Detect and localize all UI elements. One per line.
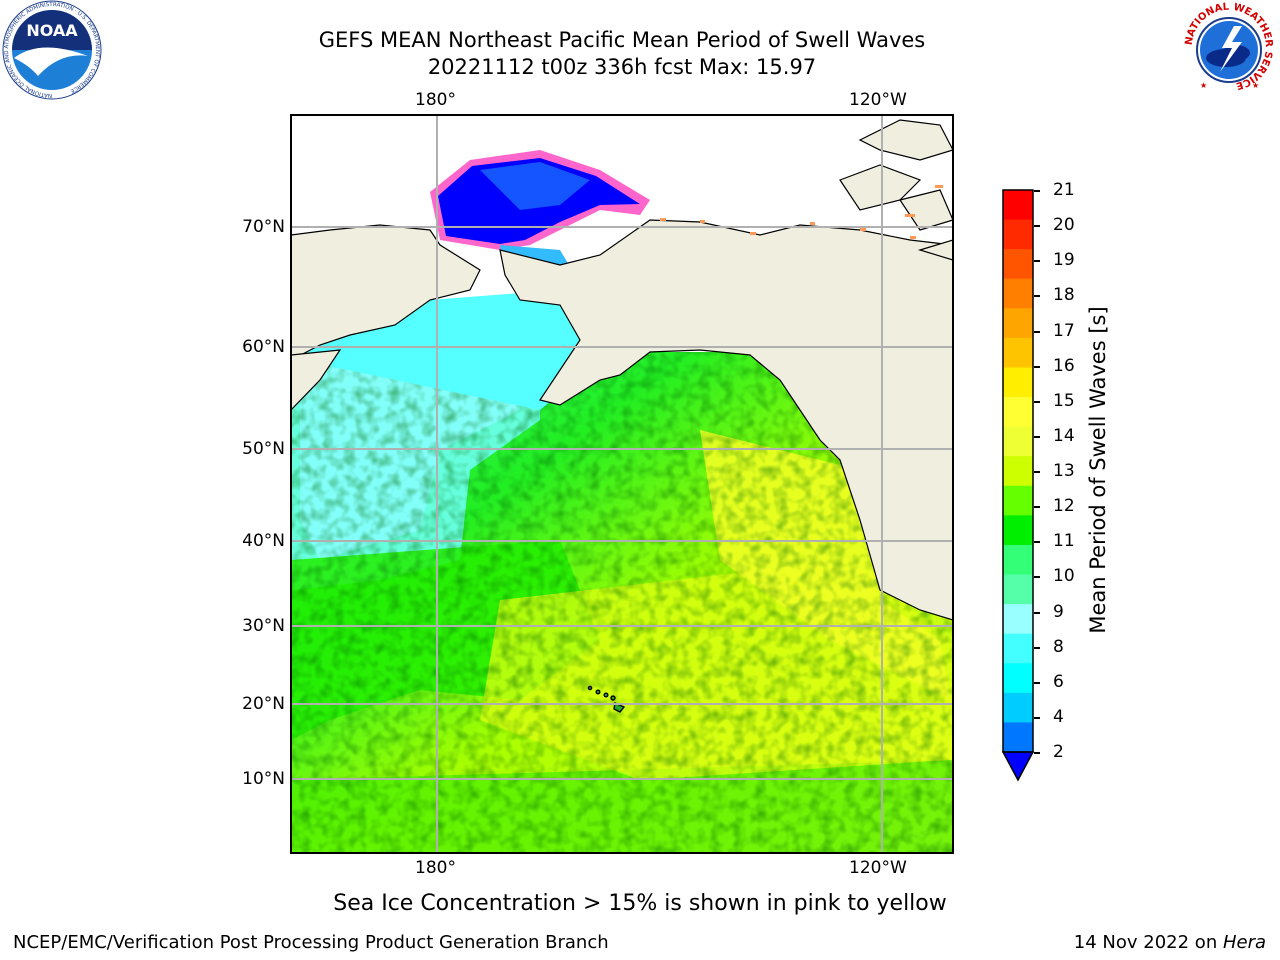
colorbar-tick [1034,752,1040,754]
noaa-logo: NATIONAL OCEANIC AND ATMOSPHERIC ADMINIS… [2,0,102,100]
colorbar-segment [1003,308,1033,339]
colorbar-tick [1034,260,1040,262]
colorbar-segment [1003,485,1033,516]
map-frame [290,114,954,854]
colorbar-tick [1034,331,1040,333]
colorbar-frame [1002,189,1034,753]
sea-ice-caption: Sea Ice Concentration > 15% is shown in … [333,891,947,916]
noaa-logo-text: NOAA [26,21,78,40]
colorbar-tick [1034,576,1040,578]
colorbar-tick-label: 16 [1053,355,1075,376]
colorbar-segment [1003,249,1033,280]
lat-label-50n: 50°N [242,439,285,459]
colorbar-segment [1003,456,1033,487]
lat-label-30n: 30°N [242,616,285,636]
colorbar-tick [1034,647,1040,649]
colorbar-tick-label: 8 [1053,636,1064,657]
colorbar-tick [1034,612,1040,614]
colorbar-tick-label: 6 [1053,671,1064,692]
land-masses [291,119,953,621]
nws-logo: NATIONAL WEATHER SERVICE ★ ★ [1180,1,1278,99]
colorbar-tick-label: 11 [1053,531,1075,552]
footer-credit: NCEP/EMC/Verification Post Processing Pr… [13,932,609,953]
colorbar-segment [1003,515,1033,546]
lat-label-60n: 60°N [242,337,285,357]
lat-label-20n: 20°N [242,694,285,714]
colorbar-tick [1034,401,1040,403]
graticule [291,115,953,853]
colorbar-extend-triangle [1001,751,1035,782]
colorbar-tick [1034,225,1040,227]
colorbar-tick-label: 13 [1053,461,1075,481]
colorbar-segment [1003,722,1033,753]
colorbar-segment [1003,337,1033,368]
colorbar-segment [1003,190,1033,221]
colorbar-tick [1034,190,1040,192]
colorbar-tick-label: 20 [1053,215,1075,236]
colorbar-tick-label: 17 [1053,320,1075,341]
colorbar-segment [1003,692,1033,723]
colorbar-tick [1034,682,1040,684]
colorbar-tick [1034,717,1040,719]
colorbar-segment [1003,574,1033,605]
colorbar-tick-label: 14 [1053,425,1075,446]
colorbar-tick-label: 19 [1053,250,1075,271]
siberia-landmass [291,224,481,361]
lat-label-70n: 70°N [242,217,285,237]
colorbar-tick [1034,506,1040,508]
svg-text:★: ★ [1200,81,1207,90]
colorbar-segment [1003,544,1033,576]
lon-label-top-180: 180° [415,90,456,110]
colorbar-tick [1034,471,1040,473]
colorbar-tick [1034,541,1040,543]
colorbar-tick-label: 15 [1053,390,1075,411]
colorbar-tick-label: 9 [1053,601,1064,622]
colorbar-segment [1003,633,1033,664]
lat-label-40n: 40°N [242,531,285,551]
lon-label-bottom-180: 180° [415,858,456,878]
chart-title: GEFS MEAN Northeast Pacific Mean Period … [318,28,926,52]
sea-ice-edge [660,185,943,239]
svg-text:★: ★ [1252,81,1259,90]
colorbar-tick [1034,436,1040,438]
lat-label-10n: 10°N [242,769,285,789]
colorbar-segment [1003,367,1033,398]
colorbar-tick [1034,295,1040,297]
colorbar-tick [1034,366,1040,368]
footer-host: Hera [1222,932,1266,953]
colorbar-tick-label: 12 [1053,496,1075,517]
north-america-landmass [499,219,953,621]
chart-subtitle: 20221112 t00z 336h fcst Max: 15.97 [427,55,817,79]
colorbar-tick-label: 2 [1053,742,1064,762]
colorbar-segment [1003,397,1033,428]
lon-label-top-120w: 120°W [849,90,907,110]
colorbar-tick-label: 18 [1053,285,1075,306]
colorbar-tick-label: 4 [1053,706,1064,727]
colorbar-segment [1003,426,1033,457]
colorbar-segment [1003,604,1033,635]
hawaiian-islands [587,685,626,713]
footer-date-text: 14 Nov 2022 on [1073,932,1223,953]
colorbar-segment [1003,663,1033,694]
colorbar-segment [1003,219,1033,250]
colorbar-tick-label: 10 [1053,566,1075,587]
colorbar-title: Mean Period of Swell Waves [s] [1086,306,1110,634]
colorbar-tick-label: 21 [1053,180,1075,200]
lon-label-bottom-120w: 120°W [849,858,907,878]
colorbar [1001,189,1035,782]
footer-date: 14 Nov 2022 on Hera [1074,932,1266,953]
colorbar-segment [1003,278,1033,309]
